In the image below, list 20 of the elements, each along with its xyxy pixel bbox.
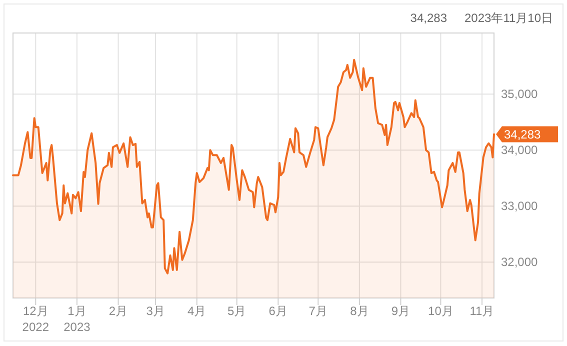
x-tick-label: 10月 xyxy=(428,304,454,318)
x-tick-label: 7月 xyxy=(308,304,328,318)
y-tick-label: 34,000 xyxy=(501,143,538,158)
y-tick-label: 32,000 xyxy=(501,255,538,270)
x-tick-label: 9月 xyxy=(391,304,410,318)
y-tick-label: 33,000 xyxy=(501,199,538,214)
x-tick-label: 6月 xyxy=(268,304,288,318)
x-tick-label: 5月 xyxy=(228,304,246,318)
x-tick-label: 8月 xyxy=(350,304,369,318)
x-tick-label: 4月 xyxy=(188,304,206,318)
x-tick-label: 3月 xyxy=(146,304,165,318)
x-tick-label: 2月 xyxy=(108,304,128,318)
price-tag: 34,283 xyxy=(496,126,558,142)
x-tick-label: 11月 xyxy=(470,304,494,318)
x-tick-label: 12月 2022 xyxy=(22,304,50,334)
text: 34,283 xyxy=(410,11,448,25)
annotation: 34,283 xyxy=(504,128,542,142)
y-tick-label: 35,000 xyxy=(501,87,538,102)
text: 2023年11月10日 xyxy=(464,11,553,25)
x-tick-label: 1月 2023 xyxy=(64,304,91,334)
